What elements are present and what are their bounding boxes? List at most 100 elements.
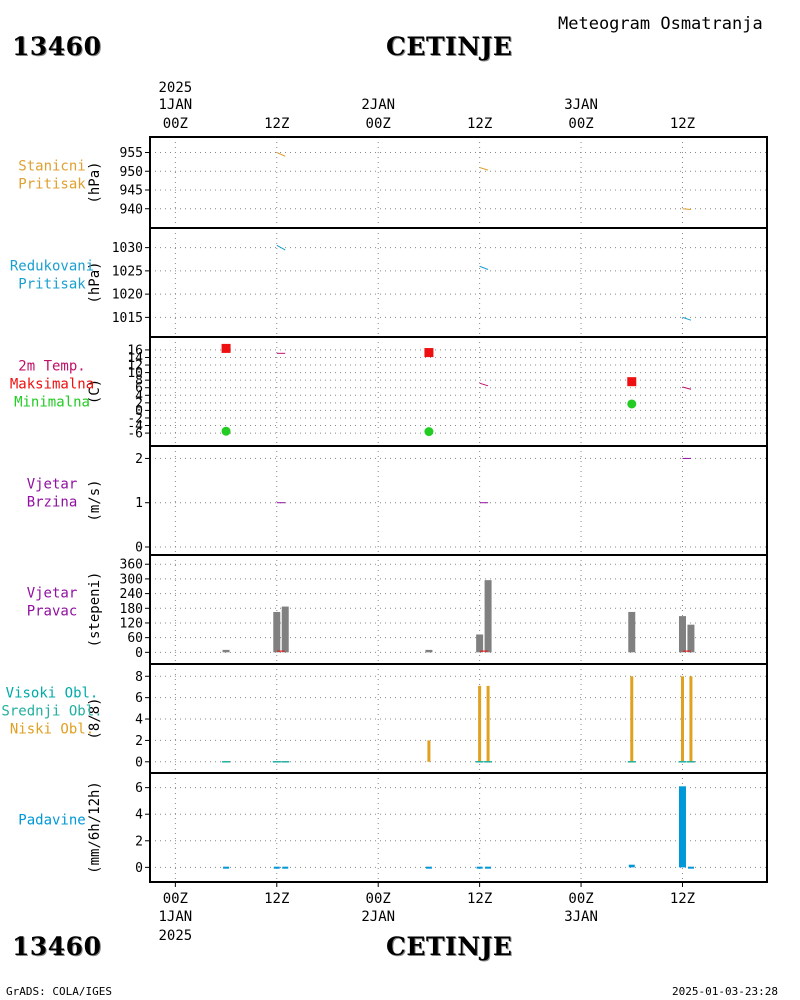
reduced-pressure-ytick-label-1: 1020 [112, 288, 143, 303]
clouds-ytick-label-4: 8 [135, 670, 143, 685]
bottom-hour-label-3: 12Z [467, 891, 492, 907]
cloud-low-bar-2 [486, 685, 490, 762]
wind-direction-ytick-label-6: 360 [120, 558, 143, 573]
wind-direction-side-label-1: Pravac [27, 604, 78, 620]
reduced-pressure-ytick-label-2: 1025 [112, 264, 143, 279]
bottom-hour-label-5: 12Z [670, 891, 695, 907]
wind-dir-bar-8 [687, 624, 695, 653]
reduced-pressure-ytick-label-3: 1030 [112, 241, 143, 256]
temperature-ytick-label-7: 8 [135, 374, 143, 389]
clouds-unit-label: (8/8) [87, 697, 103, 739]
temperature-ytick-label-1: -4 [127, 419, 143, 434]
wind-dir-bar-6 [628, 611, 636, 653]
temperature-side-label-2: Minimalna [14, 395, 90, 411]
temperature-ytick-label-11: 16 [127, 343, 143, 358]
wind-dir-bar-3 [425, 649, 433, 653]
temp-min-point-0 [221, 426, 231, 436]
clouds-ytick-label-0: 0 [135, 755, 143, 770]
temperature-ytick-label-4: 2 [135, 396, 143, 411]
wind-speed-side-label-1: Brzina [27, 495, 78, 511]
wind-speed-frame [149, 445, 768, 556]
wind-speed-side-label-0: Vjetar [27, 477, 78, 493]
precip-bar-6 [628, 864, 635, 868]
station-pressure-segment-0 [276, 152, 286, 157]
wind-direction-ytick-label-1: 60 [127, 631, 143, 646]
station-pressure-ytick-label-2: 950 [120, 165, 143, 180]
temp-max-point-2 [627, 377, 637, 387]
precipitation-ytick-label-0: 0 [135, 861, 143, 876]
station-pressure-segment-1 [479, 167, 489, 171]
cloud-low-bar-3 [630, 676, 634, 762]
temp-min-point-2 [627, 399, 637, 409]
bottom-hour-label-2: 00Z [366, 891, 391, 907]
station-pressure-frame [149, 136, 768, 229]
temperature-ytick-label-10: 14 [127, 351, 143, 366]
reduced-pressure-side-label-1: Pritisak [18, 277, 86, 293]
precipitation-unit-label: (mm/6h/12h) [87, 781, 103, 874]
clouds-side-label-0: Visoki Obl. [6, 686, 99, 702]
clouds-ytick-label-2: 4 [135, 713, 143, 728]
bottom-date-label-0: 1JAN [158, 909, 192, 925]
temperature-ytick-label-8: 10 [127, 366, 143, 381]
wind-dir-bar-0 [222, 649, 230, 653]
temperature-side-label-1: Maksimalna [10, 377, 94, 393]
station-pressure-side-label-1: Pritisak [18, 177, 86, 193]
station-id-top: 13460 [12, 32, 102, 61]
precip-bar-7 [678, 786, 686, 868]
credit-text: GrADS: COLA/IGES [6, 985, 112, 998]
wind-speed-ytick-label-0: 0 [135, 541, 143, 556]
station-name-top: CETINJE [386, 32, 513, 61]
wind-dir-bar-4 [476, 634, 484, 653]
station-id-bottom: 13460 [12, 932, 102, 961]
wind-speed-unit-label: (m/s) [87, 479, 103, 521]
top-hour-label-3: 12Z [467, 116, 492, 132]
wind-direction-ytick-label-3: 180 [120, 602, 143, 617]
reduced-pressure-unit-label: (hPa) [87, 261, 103, 303]
bottom-date-label-4: 3JAN [564, 909, 598, 925]
top-date-label-2: 2JAN [361, 97, 395, 113]
wind-direction-side-label-0: Vjetar [27, 586, 78, 602]
wind-dir-bar-2 [281, 606, 289, 653]
clouds-ytick-label-1: 2 [135, 734, 143, 749]
temperature-ytick-label-6: 6 [135, 381, 143, 396]
wind-dir-bar-7 [678, 616, 686, 653]
wind-direction-ytick-label-4: 240 [120, 587, 143, 602]
clouds-side-label-2: Niski Obl. [10, 722, 94, 738]
top-hour-label-1: 12Z [264, 116, 289, 132]
temperature-ytick-label-9: 12 [127, 359, 143, 374]
precip-bar-3 [425, 866, 432, 869]
bottom-hour-label-1: 12Z [264, 891, 289, 907]
cloud-low-bar-1 [478, 685, 482, 762]
wind-speed-ytick-label-2: 2 [135, 452, 143, 467]
temperature-ytick-label-2: -2 [127, 411, 143, 426]
top-hour-label-4: 00Z [568, 116, 593, 132]
meteogram-title: Meteogram Osmatranja [558, 14, 763, 34]
clouds-ytick-label-3: 6 [135, 691, 143, 706]
top-hour-label-2: 00Z [366, 116, 391, 132]
wind-direction-ytick-label-2: 120 [120, 616, 143, 631]
temperature-segment-1 [479, 382, 489, 387]
precip-bar-0 [223, 866, 230, 869]
wind-direction-ytick-label-0: 0 [135, 646, 143, 661]
temperature-unit-label: (C) [87, 379, 103, 404]
precipitation-side-label-0: Padavine [18, 813, 85, 829]
temperature-ytick-label-0: -6 [127, 427, 143, 442]
top-year-label: 2025 [158, 80, 192, 96]
wind-direction-ytick-label-5: 300 [120, 572, 143, 587]
precip-bar-2 [282, 866, 289, 869]
reduced-pressure-side-label-0: Redukovani [10, 259, 94, 275]
reduced-pressure-frame [149, 227, 768, 338]
temp-max-point-0 [221, 343, 231, 353]
temperature-side-label-0: 2m Temp. [18, 359, 85, 375]
bottom-date-label-2: 2JAN [361, 909, 395, 925]
cloud-low-bar-0 [427, 740, 431, 762]
temperature-ytick-label-3: 0 [135, 404, 143, 419]
top-date-label-4: 3JAN [564, 97, 598, 113]
reduced-pressure-segment-2 [682, 316, 692, 321]
precipitation-ytick-label-1: 2 [135, 834, 143, 849]
bottom-hour-label-0: 00Z [163, 891, 188, 907]
station-pressure-segment-2 [682, 208, 691, 210]
wind-speed-ytick-label-1: 1 [135, 496, 143, 511]
wind-direction-frame [149, 554, 768, 665]
